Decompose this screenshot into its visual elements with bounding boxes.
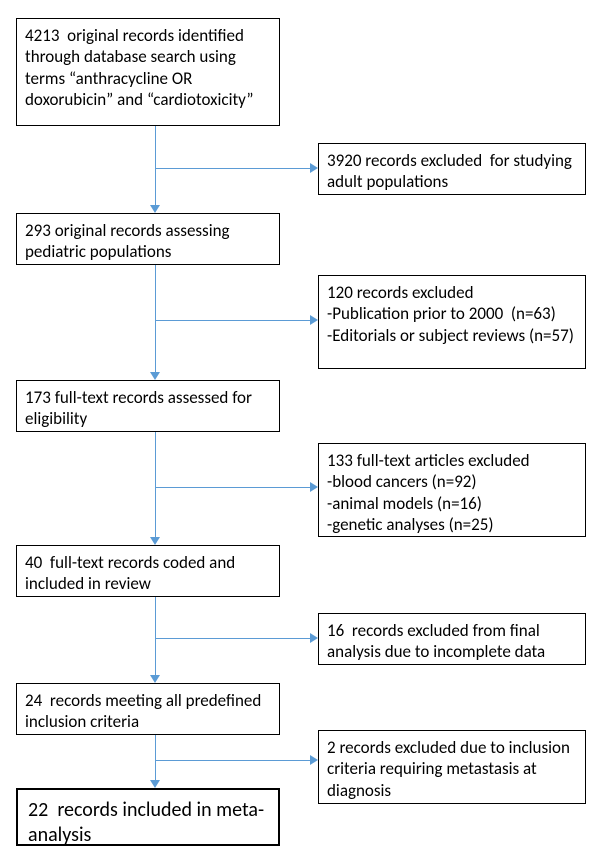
arrow-right-r3 bbox=[156, 487, 310, 488]
prisma-flowchart: 4213 original records identified through… bbox=[0, 0, 604, 851]
arrow-head-r1 bbox=[310, 163, 318, 173]
flow-box-n6: 22 records included in meta-analysis bbox=[16, 788, 280, 846]
flow-box-n1: 4213 original records identified through… bbox=[16, 18, 280, 126]
arrow-head-r4 bbox=[310, 633, 318, 643]
arrow-right-r4 bbox=[156, 638, 310, 639]
arrow-head-d3 bbox=[150, 537, 160, 545]
flow-box-n2: 293 original records assessing pediatric… bbox=[16, 213, 280, 265]
arrow-down-d2 bbox=[155, 265, 156, 372]
flow-box-e4: 16 records excluded from final analysis … bbox=[318, 613, 586, 665]
arrow-head-d2 bbox=[150, 372, 160, 380]
arrow-head-r5 bbox=[310, 755, 318, 765]
arrow-head-d1 bbox=[150, 205, 160, 213]
arrow-right-r1 bbox=[156, 168, 310, 169]
arrow-right-r5 bbox=[156, 760, 310, 761]
flow-box-e1: 3920 records excluded for studying adult… bbox=[318, 143, 586, 195]
arrow-head-r2 bbox=[310, 315, 318, 325]
arrow-down-d5 bbox=[155, 735, 156, 780]
arrow-head-r3 bbox=[310, 482, 318, 492]
arrow-down-d3 bbox=[155, 432, 156, 537]
flow-box-e2: 120 records excluded -Publication prior … bbox=[318, 275, 586, 369]
arrow-right-r2 bbox=[156, 320, 310, 321]
arrow-down-d1 bbox=[155, 126, 156, 205]
arrow-down-d4 bbox=[155, 597, 156, 675]
flow-box-e3: 133 full-text articles excluded -blood c… bbox=[318, 443, 586, 537]
arrow-head-d5 bbox=[150, 780, 160, 788]
flow-box-n4: 40 full-text records coded and included … bbox=[16, 545, 280, 597]
flow-box-n5: 24 records meeting all predefined inclus… bbox=[16, 683, 280, 735]
arrow-head-d4 bbox=[150, 675, 160, 683]
flow-box-e5: 2 records excluded due to inclusion crit… bbox=[318, 730, 586, 804]
flow-box-n3: 173 full-text records assessed for eligi… bbox=[16, 380, 280, 432]
